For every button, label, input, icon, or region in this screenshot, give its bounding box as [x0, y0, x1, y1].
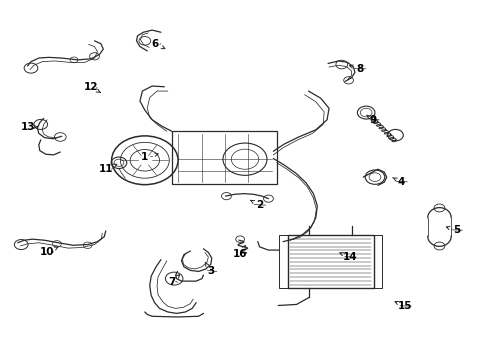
- Text: 14: 14: [343, 252, 357, 262]
- Text: 16: 16: [233, 248, 247, 258]
- Text: 6: 6: [151, 39, 159, 49]
- Text: 9: 9: [369, 115, 377, 125]
- Text: 12: 12: [84, 82, 98, 93]
- Text: 11: 11: [98, 164, 113, 174]
- Bar: [373, 235, 382, 288]
- Bar: [172, 131, 277, 184]
- Text: 3: 3: [207, 266, 215, 276]
- Text: 5: 5: [453, 225, 460, 235]
- Text: 4: 4: [398, 177, 405, 187]
- Text: 10: 10: [40, 247, 54, 257]
- Text: 2: 2: [256, 200, 263, 210]
- Text: 8: 8: [356, 64, 364, 74]
- Text: 7: 7: [168, 277, 175, 287]
- Bar: [288, 235, 373, 288]
- Text: 13: 13: [20, 122, 35, 132]
- Text: 1: 1: [141, 152, 148, 162]
- Text: 15: 15: [398, 301, 413, 311]
- Bar: [279, 235, 288, 288]
